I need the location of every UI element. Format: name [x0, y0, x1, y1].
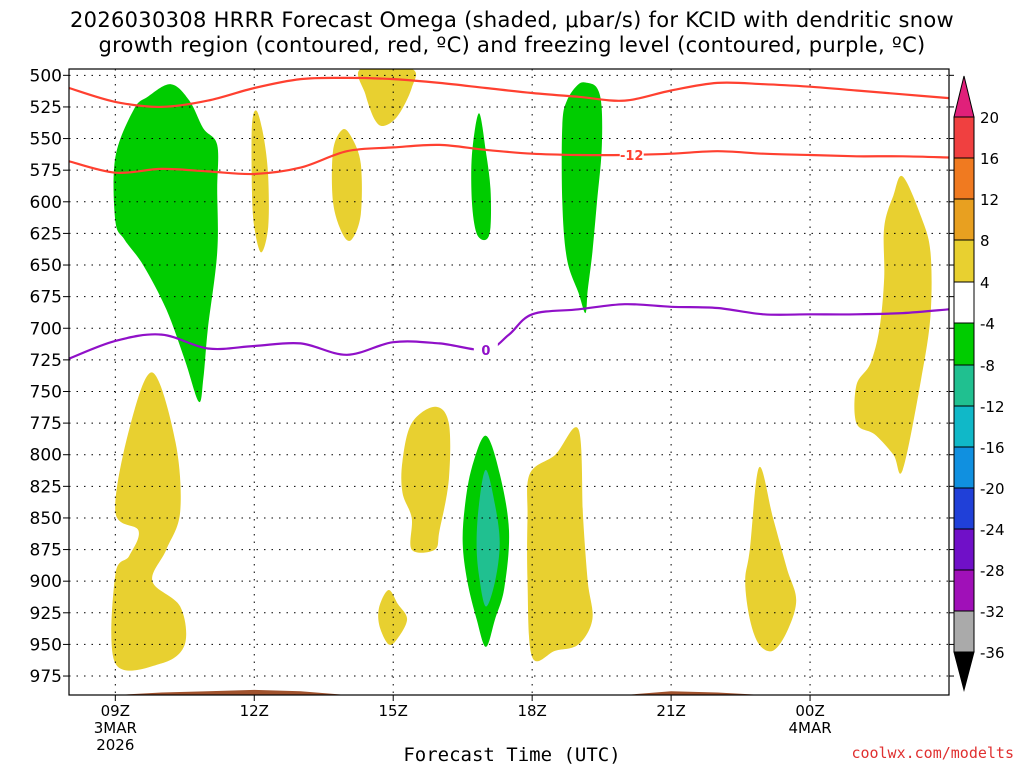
y-tick-label: 925 [30, 604, 62, 624]
y-tick-label: 575 [30, 161, 62, 181]
y-tick-label: 900 [30, 572, 62, 592]
y-tick-label: 675 [30, 288, 62, 308]
y-tick-label: 650 [30, 256, 62, 276]
colorbar-label: -4 [980, 315, 995, 333]
colorbar-label: -20 [980, 480, 1005, 498]
contour-label-3: 0 [481, 344, 490, 359]
colorbar-label: -8 [980, 357, 995, 375]
x-axis-label: Forecast Time (UTC) [403, 744, 621, 766]
contour-label-bg [473, 341, 498, 358]
colorbar-segment [953, 198, 975, 241]
colorbar-segment [953, 75, 975, 118]
colorbar-label: 8 [980, 232, 990, 250]
y-tick-label: 775 [30, 414, 62, 434]
colorbar: 20 16 12 8 4 -4 -8 -12 -16 -20 -24 -28 -32 -36 [953, 75, 1005, 692]
omega-region-1 [357, 69, 417, 127]
contour-label-bg [619, 146, 644, 163]
colorbar-segment [953, 569, 975, 612]
terrain-ground [69, 689, 949, 695]
colorbar-segment [953, 116, 975, 159]
omega-region-5 [471, 113, 492, 241]
x-tick-label: 18Z [517, 702, 546, 720]
contour-line-2 [69, 143, 949, 176]
y-tick-label: 800 [30, 446, 62, 466]
colorbar-segment [953, 651, 975, 692]
colorbar-segment [953, 322, 975, 366]
colorbar-segment [953, 487, 975, 530]
y-tick-label: 525 [30, 98, 62, 118]
temperature-contours: -12 0 [69, 76, 949, 360]
colorbar-label: -28 [980, 562, 1005, 580]
omega-region-14 [745, 466, 797, 652]
colorbar-segment [953, 446, 975, 489]
y-tick-label: 550 [30, 130, 62, 150]
chart-title: 2026030308 HRRR Forecast Omega (shaded, … [0, 8, 1024, 58]
terrain-layer [69, 689, 949, 695]
colorbar-label: 20 [980, 109, 999, 127]
x-tick-label: 21Z [656, 702, 685, 720]
omega-region-6 [561, 82, 603, 314]
x-tick-label: 2026 [96, 736, 134, 754]
colorbar-segment [953, 281, 975, 324]
x-tick-label: 3MAR [94, 719, 137, 737]
x-tick-label: 4MAR [788, 719, 831, 737]
colorbar-segment [953, 364, 975, 407]
colorbar-segment [953, 528, 975, 571]
y-tick-label: 825 [30, 477, 62, 497]
y-tick-label: 600 [30, 193, 62, 213]
x-tick-label: 15Z [379, 702, 408, 720]
omega-region-4 [331, 129, 362, 241]
colorbar-label: -16 [980, 439, 1005, 457]
omega-region-13 [527, 427, 593, 662]
colorbar-label: -12 [980, 398, 1005, 416]
x-tick-label: 09Z [101, 702, 130, 720]
colorbar-label: -24 [980, 521, 1005, 539]
y-axis: 500 525 550 575 600 625 650 675 700 725 750 775 800 8… [30, 66, 954, 687]
plot-frame [68, 68, 950, 696]
omega-region-9 [401, 406, 451, 553]
contour-label-2: -12 [620, 149, 644, 164]
y-tick-label: 500 [30, 66, 62, 86]
colorbar-segment [953, 610, 975, 653]
colorbar-label: -36 [980, 644, 1005, 662]
omega-region-12 [476, 469, 500, 607]
omega-shaded-regions [111, 69, 932, 671]
contour-line-3 [69, 303, 949, 360]
omega-region-10 [378, 589, 408, 645]
y-tick-label: 725 [30, 351, 62, 371]
y-tick-label: 875 [30, 541, 62, 561]
contour-line-1 [69, 76, 949, 109]
colorbar-label: 4 [980, 274, 990, 292]
omega-region-3 [251, 110, 269, 253]
colorbar-label: 12 [980, 191, 999, 209]
colorbar-segment [953, 405, 975, 448]
y-tick-label: 750 [30, 382, 62, 402]
colorbar-label: -32 [980, 603, 1005, 621]
y-tick-label: 700 [30, 319, 62, 339]
chart-title-line-2: growth region (contoured, red, ºC) and f… [98, 33, 926, 57]
y-tick-label: 975 [30, 667, 62, 687]
colorbar-segment [953, 157, 975, 200]
colorbar-label: 16 [980, 150, 999, 168]
colorbar-segment [953, 239, 975, 283]
x-tick-label: 00Z [795, 702, 824, 720]
omega-region-7 [854, 175, 932, 474]
chart-title-line-1: 2026030308 HRRR Forecast Omega (shaded, … [70, 8, 954, 32]
x-tick-label: 12Z [240, 702, 269, 720]
omega-region-8 [111, 372, 187, 671]
y-tick-label: 950 [30, 635, 62, 655]
omega-region-2 [113, 84, 219, 403]
y-tick-label: 850 [30, 509, 62, 529]
y-tick-label: 625 [30, 224, 62, 244]
credit-text: coolwx.com/modelts [851, 744, 1014, 762]
